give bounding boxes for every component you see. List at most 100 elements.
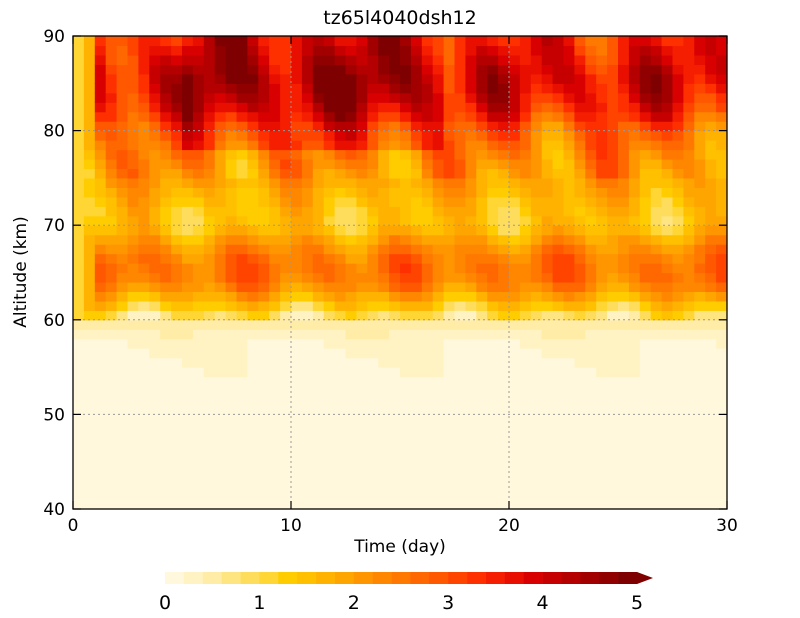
heatmap-cell [127, 73, 139, 84]
heatmap-cell [519, 281, 532, 293]
heatmap-cell [214, 244, 227, 255]
heatmap-cell [127, 348, 139, 359]
heatmap-cell [269, 376, 281, 387]
heatmap-cell [345, 158, 357, 170]
heatmap-cell [443, 461, 456, 472]
heatmap-cell [236, 111, 248, 122]
heatmap-cell [225, 480, 238, 491]
heatmap-cell [650, 140, 663, 151]
heatmap-cell [563, 461, 575, 472]
heatmap-cell [476, 73, 488, 84]
heatmap-cell [182, 423, 194, 434]
heatmap-cell [618, 130, 630, 141]
heatmap-cell [465, 45, 477, 56]
heatmap-cell [94, 404, 107, 415]
heatmap-cell [443, 414, 456, 425]
heatmap-cell [661, 404, 674, 415]
heatmap-cell [487, 310, 499, 321]
heatmap-cell [127, 36, 139, 47]
heatmap-cell [574, 414, 586, 425]
colorbar-swatch [316, 572, 336, 584]
heatmap-cell [530, 73, 543, 84]
heatmap-cell [171, 168, 183, 179]
heatmap-cell [465, 187, 477, 198]
heatmap-cell [585, 329, 597, 340]
heatmap-cell [487, 348, 499, 359]
heatmap-cell [105, 206, 118, 217]
heatmap-cell [607, 367, 619, 378]
heatmap-cell [94, 452, 107, 463]
heatmap-cell [465, 300, 477, 311]
heatmap-cell [498, 310, 510, 321]
heatmap-cell [83, 423, 96, 434]
heatmap-cell [530, 329, 543, 340]
heatmap-cell [476, 357, 488, 368]
heatmap-cell [182, 291, 194, 302]
heatmap-cell [301, 471, 314, 482]
heatmap-cell [618, 281, 630, 293]
heatmap-cell [705, 158, 717, 170]
heatmap-cell [618, 111, 630, 122]
heatmap-cell [83, 480, 96, 491]
heatmap-cell [639, 338, 652, 349]
heatmap-cell [716, 225, 727, 236]
heatmap-cell [672, 480, 684, 491]
heatmap-cell [661, 111, 674, 122]
heatmap-cell [182, 158, 194, 170]
heatmap-cell [192, 300, 205, 311]
heatmap-cell [323, 206, 336, 217]
heatmap-cell [225, 329, 238, 340]
heatmap-cell [323, 234, 336, 245]
heatmap-cell [705, 433, 717, 444]
heatmap-cell [487, 329, 499, 340]
heatmap-cell [672, 83, 684, 94]
heatmap-cell [585, 319, 597, 330]
heatmap-cell [269, 244, 281, 255]
heatmap-cell [574, 225, 586, 236]
heatmap-cell [705, 234, 717, 245]
heatmap-cell [345, 471, 357, 482]
heatmap-cell [116, 45, 129, 56]
heatmap-cell [312, 196, 325, 207]
heatmap-cell [509, 196, 521, 207]
heatmap-cell [280, 263, 292, 274]
heatmap-cell [596, 158, 608, 170]
heatmap-cell [618, 310, 630, 321]
heatmap-cell [367, 54, 379, 65]
heatmap-cell [585, 225, 597, 236]
heatmap-cell [323, 215, 336, 226]
heatmap-cell [149, 225, 161, 236]
heatmap-cell [498, 442, 510, 453]
heatmap-cell [73, 452, 85, 463]
heatmap-cell [639, 244, 652, 255]
heatmap-cell [192, 244, 205, 255]
heatmap-cell [247, 348, 259, 359]
heatmap-cell [607, 442, 619, 453]
heatmap-cell [182, 499, 194, 509]
heatmap-cell [443, 244, 456, 255]
heatmap-cell [247, 471, 259, 482]
heatmap-cell [160, 499, 172, 509]
heatmap-cell [694, 64, 706, 75]
heatmap-cell [94, 130, 107, 141]
heatmap-cell [214, 92, 227, 103]
heatmap-cell [498, 140, 510, 151]
heatmap-cell [487, 395, 499, 406]
heatmap-cell [410, 263, 423, 274]
heatmap-cell [400, 490, 412, 501]
heatmap-cell [607, 480, 619, 491]
heatmap-cell [498, 130, 510, 141]
heatmap-cell [192, 499, 205, 509]
heatmap-cell [236, 329, 248, 340]
heatmap-cell [225, 395, 238, 406]
heatmap-cell [301, 300, 314, 311]
heatmap-cell [269, 480, 281, 491]
heatmap-cell [127, 376, 139, 387]
heatmap-cell [356, 319, 368, 330]
heatmap-cell [541, 490, 554, 501]
heatmap-cell [160, 111, 172, 122]
heatmap-cell [530, 187, 543, 198]
heatmap-cell [345, 73, 357, 84]
heatmap-cell [487, 196, 499, 207]
heatmap-cell [214, 64, 227, 75]
